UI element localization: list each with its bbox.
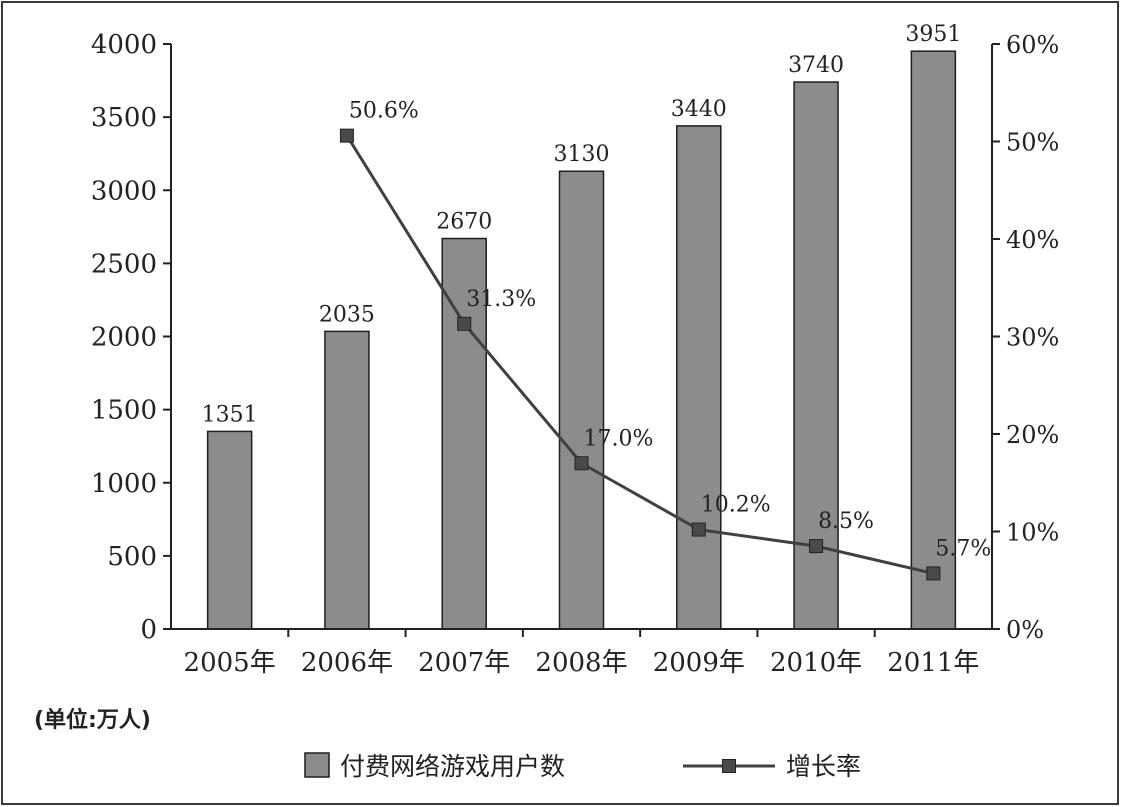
y2-tick-label-1: 10% bbox=[1006, 519, 1059, 547]
axes-group: 0 500 1000 1500 2000 2500 3000 3500 4000 0% 10% 20%… bbox=[91, 30, 1060, 678]
x-tick-label-3: 2008年 bbox=[535, 648, 627, 678]
bar-value-label-2: 2670 bbox=[436, 210, 492, 235]
growth-point-4 bbox=[691, 522, 706, 537]
bar-6 bbox=[910, 50, 957, 630]
growth-point-1 bbox=[339, 128, 354, 143]
x-tick-label-0: 2005年 bbox=[184, 648, 276, 678]
bar-value-label-4: 3440 bbox=[671, 97, 727, 122]
growth-label-2: 31.3% bbox=[466, 287, 536, 312]
growth-label-3: 17.0% bbox=[584, 426, 654, 451]
y-tick-label-2: 1000 bbox=[91, 469, 157, 499]
unit-note: (单位:万人) bbox=[34, 707, 151, 733]
legend-bar-label: 付费网络游戏用户数 bbox=[340, 752, 565, 781]
y2-tick-label-3: 30% bbox=[1006, 324, 1059, 352]
y2-tick-label-5: 50% bbox=[1006, 129, 1059, 157]
bar-2 bbox=[441, 237, 487, 630]
legend: (单位:万人) 付费网络游戏用户数 增长率 bbox=[34, 707, 861, 781]
x-tick-label-2: 2007年 bbox=[418, 648, 510, 678]
legend-line-marker bbox=[722, 759, 736, 773]
bar-1 bbox=[324, 330, 370, 630]
y-tick-label-0: 0 bbox=[140, 615, 157, 645]
growth-point-6 bbox=[926, 566, 941, 581]
x-tick-label-1: 2006年 bbox=[301, 648, 393, 678]
y-tick-label-6: 3000 bbox=[91, 176, 157, 206]
y2-tick-label-4: 40% bbox=[1006, 226, 1059, 254]
legend-line-label: 增长率 bbox=[786, 752, 861, 781]
growth-label-1: 50.6% bbox=[349, 99, 419, 124]
y-tick-label-4: 2000 bbox=[91, 323, 157, 353]
growth-label-4: 10.2% bbox=[701, 493, 771, 518]
bar-5 bbox=[793, 81, 839, 630]
bar-value-label-3: 3130 bbox=[554, 142, 610, 167]
bar-value-label-5: 3740 bbox=[788, 53, 844, 78]
y-tick-label-3: 1500 bbox=[91, 396, 157, 426]
growth-point-5 bbox=[809, 539, 824, 554]
growth-label-5: 8.5% bbox=[818, 509, 874, 534]
x-tick-label-5: 2010年 bbox=[770, 648, 862, 678]
x-tick-label-6: 2011年 bbox=[887, 648, 979, 678]
bar-group: 1351 2035 2670 3130 3440 3740 3951 bbox=[202, 22, 961, 630]
bar-value-label-0: 1351 bbox=[202, 402, 258, 427]
y2-tick-label-6: 60% bbox=[1006, 31, 1059, 59]
x-tick-label-4: 2009年 bbox=[653, 648, 745, 678]
bar-value-label-1: 2035 bbox=[319, 302, 375, 327]
y2-tick-label-0: 0% bbox=[1006, 616, 1044, 644]
bar-4 bbox=[676, 125, 722, 630]
bar-value-label-6: 3951 bbox=[905, 22, 961, 47]
growth-line bbox=[345, 134, 934, 575]
growth-point-3 bbox=[574, 456, 589, 471]
bar-0 bbox=[206, 430, 253, 630]
y-tick-label-7: 3500 bbox=[91, 103, 157, 133]
y-tick-label-5: 2500 bbox=[91, 249, 157, 279]
y-tick-label-8: 4000 bbox=[91, 30, 157, 60]
legend-bar-swatch bbox=[304, 752, 330, 778]
y2-tick-label-2: 20% bbox=[1006, 421, 1059, 449]
bar-3 bbox=[558, 170, 605, 630]
growth-line-group: 50.6% 31.3% 17.0% 10.2% 8.5% 5.7% bbox=[339, 99, 991, 581]
growth-label-6: 5.7% bbox=[935, 536, 991, 561]
growth-point-2 bbox=[457, 316, 472, 331]
y-tick-label-1: 500 bbox=[107, 542, 157, 572]
